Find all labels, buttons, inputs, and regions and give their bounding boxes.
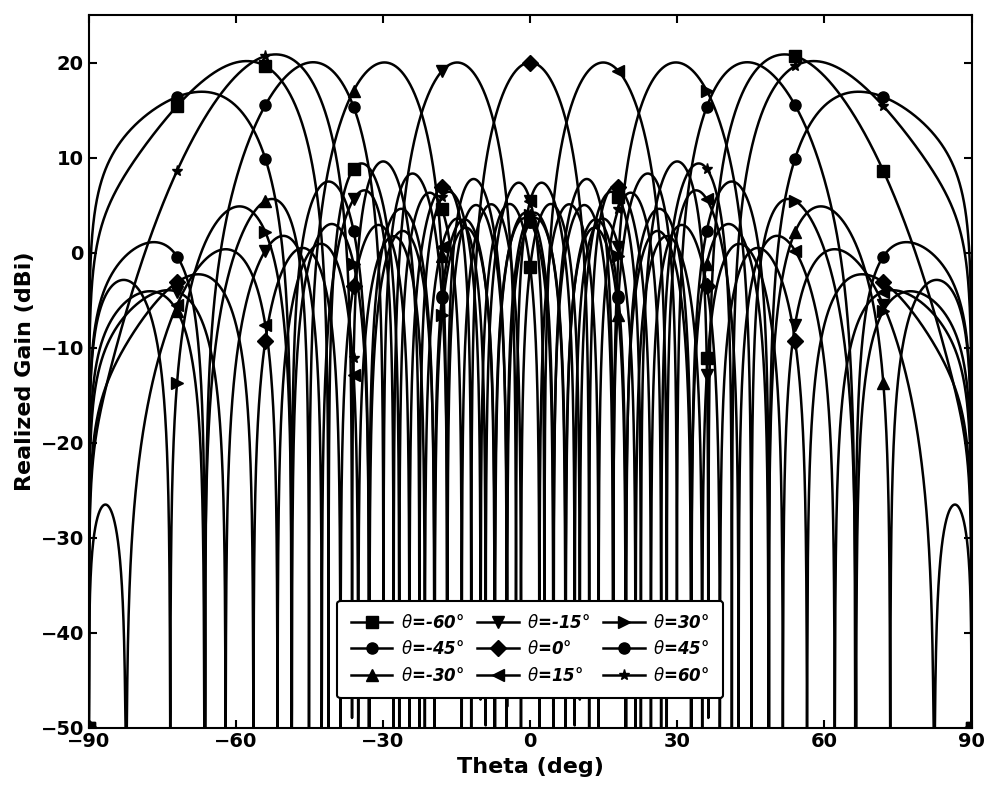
Line: $\theta$=60°: $\theta$=60° — [83, 49, 977, 733]
$\theta$=-45° — [85, 376, 97, 386]
$\theta$=-60° — [373, 185, 385, 194]
$\theta$=15° — [898, 287, 910, 297]
$\theta$=60° — [651, 322, 663, 331]
$\theta$=60° — [270, 50, 282, 59]
$\theta$=0° — [651, 305, 663, 314]
$\theta$=60° — [966, 723, 978, 733]
$\theta$=-60° — [541, 200, 553, 210]
$\theta$=45° — [729, 61, 741, 70]
$\theta$=-15° — [83, 723, 95, 733]
$\theta$=0° — [373, 220, 385, 230]
$\theta$=-15° — [85, 439, 97, 448]
$\theta$=-30° — [373, 59, 385, 68]
$\theta$=-60° — [85, 305, 97, 314]
$\theta$=-60° — [966, 723, 978, 733]
$\theta$=30° — [85, 381, 97, 390]
Line: $\theta$=-45°: $\theta$=-45° — [83, 57, 977, 733]
$\theta$=15° — [373, 252, 385, 261]
$\theta$=30° — [898, 287, 910, 297]
$\theta$=-45° — [373, 270, 385, 280]
$\theta$=45° — [741, 58, 753, 67]
$\theta$=0° — [898, 297, 910, 307]
$\theta$=-60° — [651, 195, 663, 204]
$\theta$=15° — [541, 293, 553, 303]
Line: $\theta$=0°: $\theta$=0° — [83, 57, 977, 733]
$\theta$=-30° — [379, 58, 391, 67]
$\theta$=0° — [524, 58, 536, 67]
X-axis label: Theta (deg): Theta (deg) — [457, 757, 604, 777]
$\theta$=-30° — [898, 333, 910, 342]
$\theta$=-60° — [779, 50, 791, 59]
$\theta$=-30° — [966, 723, 978, 733]
$\theta$=30° — [670, 58, 682, 67]
Line: $\theta$=-30°: $\theta$=-30° — [83, 57, 977, 733]
$\theta$=45° — [541, 307, 553, 317]
Line: $\theta$=-60°: $\theta$=-60° — [83, 49, 977, 733]
$\theta$=30° — [966, 723, 978, 733]
$\theta$=60° — [85, 493, 97, 503]
$\theta$=45° — [83, 723, 95, 733]
$\theta$=0° — [966, 723, 978, 733]
$\theta$=30° — [651, 69, 663, 78]
$\theta$=30° — [729, 184, 741, 193]
$\theta$=45° — [651, 178, 663, 188]
$\theta$=-45° — [542, 230, 554, 240]
$\theta$=45° — [898, 238, 910, 247]
Legend: $\theta$=-60°, $\theta$=-45°, $\theta$=-30°, $\theta$=-15°, $\theta$=0°, $\theta: $\theta$=-60°, $\theta$=-45°, $\theta$=-… — [337, 600, 723, 698]
$\theta$=0° — [729, 280, 741, 290]
$\theta$=-15° — [966, 723, 978, 733]
$\theta$=60° — [373, 158, 385, 168]
$\theta$=-30° — [83, 723, 95, 733]
$\theta$=-45° — [83, 723, 95, 733]
Y-axis label: Realized Gain (dBi): Realized Gain (dBi) — [15, 252, 35, 491]
$\theta$=45° — [966, 723, 978, 733]
$\theta$=-15° — [729, 240, 741, 249]
$\theta$=45° — [373, 265, 385, 274]
$\theta$=-45° — [966, 723, 978, 733]
$\theta$=-15° — [451, 58, 463, 67]
$\theta$=0° — [83, 723, 95, 733]
$\theta$=-45° — [651, 204, 663, 214]
$\theta$=60° — [83, 723, 95, 733]
Line: $\theta$=15°: $\theta$=15° — [83, 57, 977, 733]
$\theta$=-30° — [542, 229, 554, 238]
$\theta$=-30° — [85, 421, 97, 430]
$\theta$=-45° — [898, 103, 910, 112]
$\theta$=-15° — [373, 208, 385, 218]
$\theta$=30° — [83, 723, 95, 733]
$\theta$=15° — [729, 382, 741, 391]
$\theta$=-30° — [651, 227, 663, 236]
$\theta$=-60° — [83, 723, 95, 733]
$\theta$=15° — [83, 723, 95, 733]
$\theta$=30° — [541, 291, 553, 301]
$\theta$=15° — [651, 211, 663, 220]
$\theta$=30° — [373, 295, 385, 305]
$\theta$=-30° — [729, 223, 741, 232]
$\theta$=-15° — [542, 182, 554, 192]
$\theta$=-60° — [729, 107, 741, 116]
$\theta$=45° — [85, 259, 97, 268]
$\theta$=60° — [898, 126, 910, 135]
$\theta$=-45° — [729, 177, 741, 187]
Line: $\theta$=30°: $\theta$=30° — [83, 57, 977, 733]
$\theta$=60° — [729, 291, 741, 300]
Line: $\theta$=-15°: $\theta$=-15° — [83, 57, 977, 733]
Line: $\theta$=45°: $\theta$=45° — [83, 57, 977, 733]
$\theta$=60° — [542, 271, 554, 280]
$\theta$=-15° — [651, 240, 663, 249]
$\theta$=-60° — [898, 216, 910, 226]
$\theta$=-45° — [307, 58, 319, 67]
$\theta$=0° — [542, 70, 554, 79]
$\theta$=15° — [597, 58, 609, 67]
$\theta$=15° — [85, 575, 97, 584]
$\theta$=0° — [85, 479, 97, 489]
$\theta$=15° — [966, 723, 978, 733]
$\theta$=-15° — [898, 363, 910, 372]
